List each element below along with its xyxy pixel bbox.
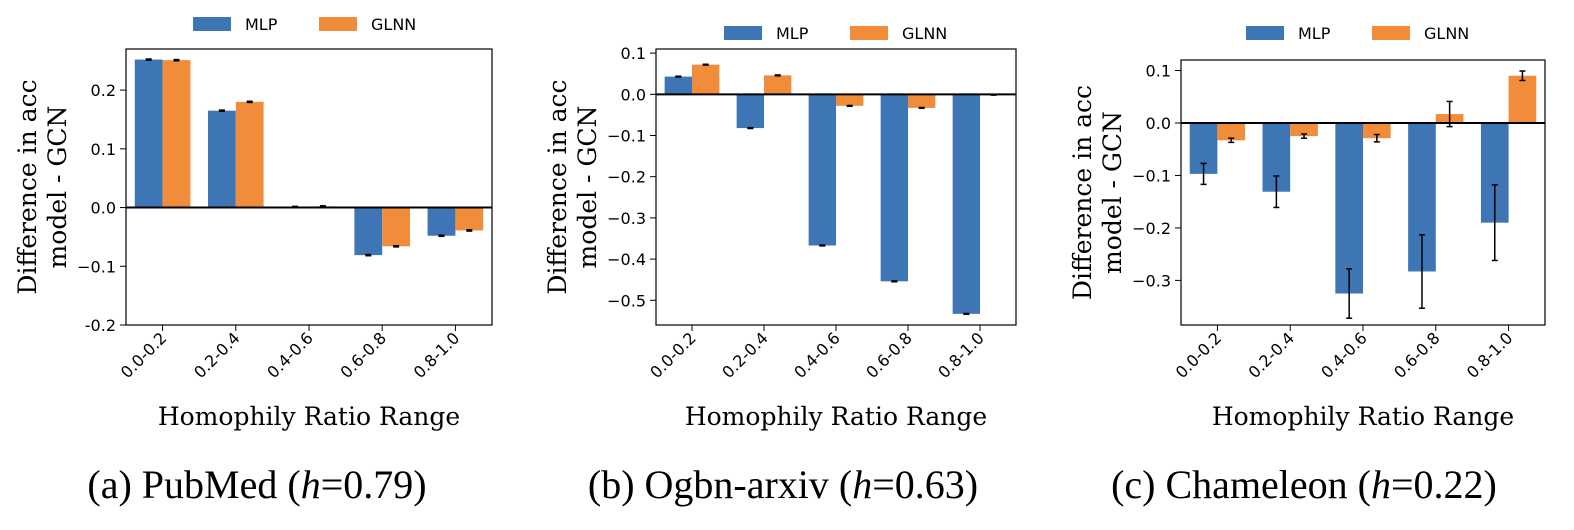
panel-caption: (b) Ogbn-arxiv (h=0.63) (588, 462, 978, 507)
legend-swatch-glnn (1372, 26, 1410, 40)
y-tick-label: −0.1 (77, 257, 116, 276)
legend-swatch-mlp (724, 26, 762, 40)
x-tick-label: 0.2-0.4 (718, 328, 772, 382)
y-tick-label: 0.0 (91, 199, 116, 218)
bar-glnn (1363, 122, 1391, 139)
x-tick-label: 0.0-0.2 (1172, 328, 1226, 382)
y-tick-label: −0.2 (607, 168, 646, 187)
x-axis-label: Homophily Ratio Range (685, 402, 987, 431)
y-tick-label: −0.1 (607, 127, 646, 146)
x-tick-label: 0.4-0.6 (1317, 328, 1371, 382)
legend-label-mlp: MLP (1298, 24, 1331, 43)
y-tick-label: 0.1 (621, 44, 646, 63)
y-axis-label: Difference in acc (1068, 85, 1097, 300)
y-tick-label: −0.5 (607, 291, 646, 310)
legend-label-glnn: GLNN (902, 24, 947, 43)
bar-glnn (908, 94, 936, 108)
y-axis-label: Difference in acc (13, 79, 42, 294)
bar-mlp (354, 207, 383, 256)
bar-glnn (764, 75, 792, 95)
bar-glnn (455, 207, 484, 231)
legend-swatch-glnn (850, 26, 888, 40)
x-axis-label: Homophily Ratio Range (1212, 402, 1514, 431)
y-axis-label: model - GCN (573, 106, 602, 269)
x-tick-label: 0.0-0.2 (646, 328, 700, 382)
legend: MLP GLNN (724, 24, 947, 43)
x-tick-label: 0.0-0.2 (117, 328, 171, 382)
bar-mlp (1335, 122, 1363, 294)
x-tick-label: 0.6-0.8 (337, 328, 391, 382)
bar-glnn (1290, 122, 1318, 137)
x-tick-label: 0.2-0.4 (190, 328, 244, 382)
x-tick-label: 0.2-0.4 (1245, 328, 1299, 382)
y-tick-label: 0.1 (1146, 61, 1171, 80)
y-tick-label: −0.4 (607, 250, 646, 269)
legend-label-mlp: MLP (245, 15, 278, 34)
bar-mlp (427, 207, 456, 236)
chart-panel-3: −0.3 −0.2 −0.1 0.0 0.1 0.0-0.2 0.2-0.4 0.4-0.6 0… (1068, 24, 1546, 507)
y-tick-label: 0.2 (91, 81, 116, 100)
legend-swatch-glnn (319, 17, 357, 31)
y-tick-label: 0.0 (621, 85, 646, 104)
panel-caption: (c) Chameleon (h=0.22) (1111, 462, 1497, 507)
bar-mlp (952, 94, 980, 314)
chart-panel-2: −0.5 −0.4 −0.3 −0.2 −0.1 0.0 0.1 0.0-0.2 0.2-0.4… (543, 24, 1017, 507)
bar-glnn (382, 207, 411, 247)
bar-mlp (808, 94, 836, 246)
legend-label-glnn: GLNN (1424, 24, 1469, 43)
y-tick-label: −0.3 (1132, 271, 1171, 290)
bar-glnn (836, 94, 864, 106)
legend-label-mlp: MLP (776, 24, 809, 43)
bar-glnn (162, 60, 191, 208)
y-tick-label: −0.2 (1132, 219, 1171, 238)
chart-panel-1: -0.2 −0.1 0.0 0.1 0.2 0.0-0.2 0.2-0.4 0.4-0.6 0.… (13, 15, 493, 507)
bar-mlp (880, 94, 908, 282)
bar-mlp (664, 76, 692, 95)
legend-swatch-mlp (193, 17, 231, 31)
legend-swatch-mlp (1246, 26, 1284, 40)
panel-caption: (a) PubMed (h=0.79) (87, 462, 426, 507)
x-tick-label: 0.8-1.0 (1463, 328, 1517, 382)
bar-mlp (207, 110, 236, 208)
bar-mlp (736, 94, 764, 129)
bar-glnn (1217, 122, 1246, 141)
legend: MLP GLNN (1246, 24, 1469, 43)
legend: MLP GLNN (193, 15, 416, 34)
bar-mlp (134, 59, 163, 208)
x-tick-label: 0.4-0.6 (263, 328, 317, 382)
x-axis-label: Homophily Ratio Range (158, 402, 460, 431)
legend-label-glnn: GLNN (371, 15, 416, 34)
bar-glnn (692, 64, 720, 95)
bar-glnn (1508, 75, 1537, 123)
x-tick-label: 0.6-0.8 (862, 328, 916, 382)
x-tick-label: 0.6-0.8 (1390, 328, 1444, 382)
y-tick-label: 0.0 (1146, 114, 1171, 133)
x-tick-label: 0.8-1.0 (410, 328, 464, 382)
y-axis-label: model - GCN (43, 106, 72, 269)
y-axis-label: model - GCN (1098, 111, 1127, 274)
y-tick-label: -0.2 (85, 316, 116, 335)
x-tick-label: 0.4-0.6 (790, 328, 844, 382)
x-tick-label: 0.8-1.0 (934, 328, 988, 382)
y-tick-label: −0.1 (1132, 166, 1171, 185)
y-tick-label: −0.3 (607, 209, 646, 228)
bar-glnn (235, 101, 264, 208)
y-tick-label: 0.1 (91, 140, 116, 159)
y-axis-label: Difference in acc (543, 79, 572, 294)
